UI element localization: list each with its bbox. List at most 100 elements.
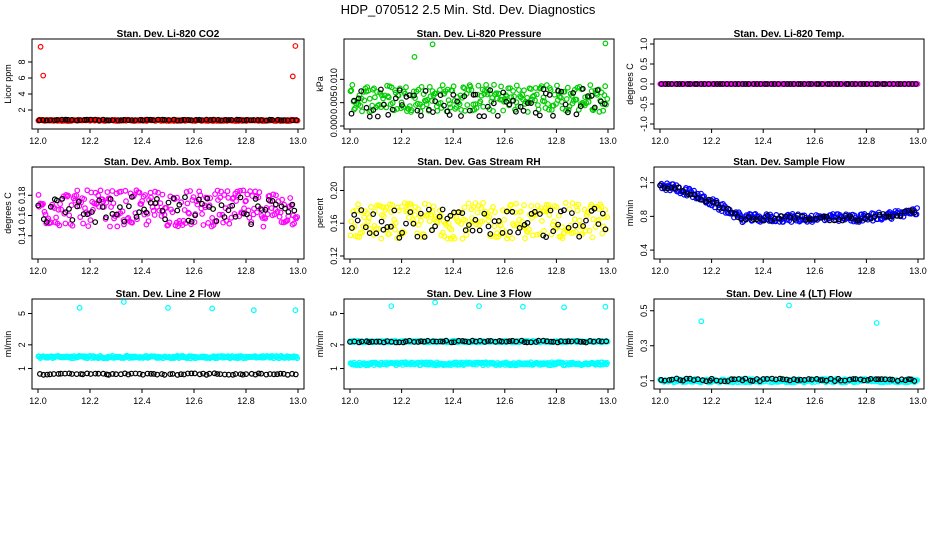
data-point <box>436 213 443 220</box>
data-point <box>240 210 247 217</box>
data-point <box>598 203 605 210</box>
data-point <box>100 370 107 377</box>
data-point <box>487 233 494 239</box>
x-tick-label: 12.6 <box>496 396 514 406</box>
data-point <box>462 338 469 345</box>
data-point <box>566 206 573 212</box>
data-point <box>221 214 228 221</box>
data-point <box>145 218 152 225</box>
x-tick-label: 12.6 <box>496 136 514 146</box>
x-tick-label: 12.4 <box>754 396 772 406</box>
data-point <box>384 224 391 230</box>
data-point <box>361 214 368 221</box>
data-point <box>258 370 265 377</box>
data-point <box>476 227 483 234</box>
series-black <box>348 85 608 120</box>
data-point <box>207 195 214 202</box>
data-point <box>92 219 99 226</box>
data-point <box>437 338 444 345</box>
data-point <box>501 216 508 223</box>
data-point <box>857 376 864 383</box>
data-point <box>784 81 791 87</box>
data-point <box>396 87 403 94</box>
data-point <box>221 371 228 378</box>
data-point <box>128 117 135 123</box>
data-point <box>92 370 99 377</box>
y-axis-label: degrees C <box>3 192 13 234</box>
data-point <box>380 101 387 108</box>
data-point <box>68 116 75 123</box>
data-point <box>399 229 406 236</box>
data-point <box>573 111 580 118</box>
data-point <box>237 194 244 201</box>
data-point <box>348 110 355 117</box>
data-point <box>582 227 589 234</box>
data-point <box>291 207 298 214</box>
data-point <box>418 83 425 90</box>
x-tick-label: 13.0 <box>599 136 617 146</box>
data-point <box>906 376 912 383</box>
data-point <box>430 109 436 115</box>
data-point <box>683 375 690 382</box>
data-point <box>379 92 385 99</box>
data-point <box>594 87 601 93</box>
data-point <box>895 81 901 87</box>
data-point <box>550 228 557 235</box>
data-point <box>721 378 728 385</box>
data-point <box>823 213 830 220</box>
data-point <box>40 371 47 378</box>
x-tick-label: 12.0 <box>651 396 669 406</box>
data-point <box>699 377 706 384</box>
data-point <box>510 87 516 94</box>
data-point <box>430 203 437 210</box>
x-tick-label: 13.0 <box>289 396 307 406</box>
series-black <box>658 375 918 385</box>
data-point <box>59 116 65 123</box>
x-tick-label: 12.4 <box>133 136 151 146</box>
data-point <box>185 116 192 123</box>
data-point <box>532 97 538 104</box>
data-point <box>437 86 443 93</box>
outlier-point <box>602 40 609 47</box>
y-tick-label: 5 <box>17 311 27 316</box>
data-point <box>524 100 531 106</box>
x-tick-label: 12.2 <box>81 136 99 146</box>
data-point <box>402 338 409 345</box>
data-point <box>183 188 190 195</box>
data-point <box>354 233 361 240</box>
series-main <box>35 187 301 230</box>
data-point <box>553 204 560 210</box>
data-point <box>887 376 893 383</box>
data-point <box>520 107 527 114</box>
data-point <box>516 87 522 93</box>
data-point <box>191 219 198 226</box>
data-point <box>247 188 254 195</box>
data-point <box>88 209 95 215</box>
data-point <box>426 106 432 113</box>
data-point <box>147 116 154 123</box>
data-point <box>80 211 87 218</box>
data-point <box>528 203 535 209</box>
data-point <box>109 371 116 377</box>
data-point <box>350 208 357 215</box>
data-point <box>672 185 678 192</box>
outlier-point <box>289 73 296 80</box>
data-point <box>414 230 421 237</box>
data-point <box>745 214 752 220</box>
data-point <box>185 209 192 216</box>
x-tick-label: 12.4 <box>444 266 462 276</box>
data-point <box>558 233 564 240</box>
data-point <box>241 117 247 124</box>
data-point <box>780 81 787 87</box>
data-point <box>455 337 462 344</box>
data-point <box>294 355 301 362</box>
data-point <box>714 81 720 87</box>
data-point <box>432 90 439 97</box>
data-point <box>850 376 857 382</box>
data-point <box>65 116 71 123</box>
data-point <box>161 371 168 378</box>
data-point <box>277 370 284 377</box>
data-point <box>455 209 462 216</box>
x-tick-label: 12.8 <box>858 136 876 146</box>
data-point <box>399 102 405 108</box>
